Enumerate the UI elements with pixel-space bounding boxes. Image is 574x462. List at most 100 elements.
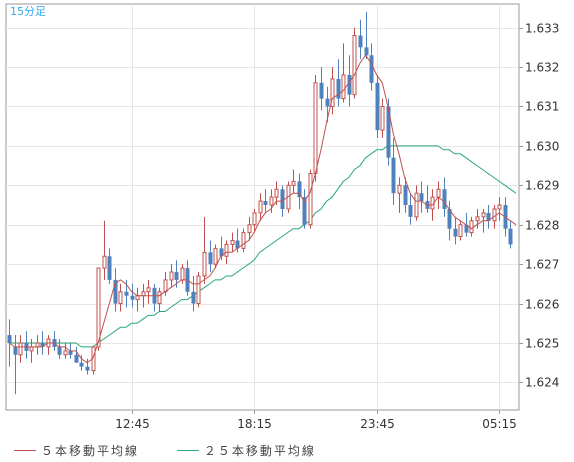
x-tick-label: 18:15	[237, 417, 272, 431]
ma5-layer	[8, 54, 517, 364]
candle-body-up	[35, 342, 40, 348]
candle-body-down	[174, 272, 179, 280]
legend: ５本移動平均線 ２５本移動平均線	[14, 440, 350, 459]
y-tick-label: 1.625	[525, 337, 559, 351]
candle-body-down	[52, 339, 57, 347]
candle-body-up	[163, 279, 168, 293]
candle-body-up	[475, 216, 480, 222]
x-tick-label: 23:45	[360, 417, 395, 431]
y-tick-label: 1.627	[525, 258, 559, 272]
candle-body-up	[458, 224, 463, 238]
y-tick-label: 1.626	[525, 298, 559, 312]
ma25-line	[9, 145, 517, 348]
legend-swatch-ma25	[176, 450, 199, 451]
candle-body-down	[364, 47, 369, 56]
candle-body-down	[191, 291, 196, 304]
candle-body-down	[130, 295, 135, 300]
candle-body-up	[224, 243, 229, 257]
candle-body-down	[403, 185, 408, 206]
candle-body-down	[319, 82, 324, 99]
candle-body-down	[235, 240, 240, 249]
candle-body-down	[347, 74, 352, 95]
candle-body-up	[18, 342, 23, 356]
y-tick-label: 1.628	[525, 219, 559, 233]
candle-body-down	[447, 208, 452, 229]
y-tick-label: 1.631	[525, 100, 559, 114]
candle-body-up	[63, 350, 68, 356]
x-axis: 12:45 18:15 23:45 05:15	[115, 410, 517, 431]
legend-swatch-ma5	[14, 450, 36, 451]
candle-body-up	[269, 196, 274, 206]
candle-body-up	[102, 255, 107, 269]
candle-body-up	[230, 240, 235, 245]
candle-body-down	[302, 197, 307, 225]
candle-body-up	[330, 78, 335, 107]
candle-body-down	[124, 291, 129, 296]
candle-body-up	[252, 212, 257, 226]
grid-lines	[6, 4, 519, 410]
y-tick-label: 1.630	[525, 140, 559, 154]
candle-body-down	[219, 248, 224, 257]
candle-body-down	[13, 346, 18, 355]
candle-body-up	[497, 204, 502, 210]
ma5-line	[8, 54, 517, 364]
candle-body-up	[492, 208, 497, 222]
candle-body-down	[107, 256, 112, 280]
candle-body-up	[196, 275, 201, 305]
candle-body-up	[241, 232, 246, 249]
candle-body-up	[258, 200, 263, 214]
candle-body-up	[96, 267, 101, 348]
candles-layer	[7, 11, 513, 395]
candle-body-down	[79, 362, 84, 367]
legend-item-ma5: ５本移動平均線	[14, 442, 139, 459]
candle-body-up	[313, 82, 318, 174]
candle-body-down	[85, 366, 90, 371]
candle-body-up	[146, 287, 151, 293]
y-axis: 1.633 1.632 1.631 1.630 1.629 1.628 1.627 1.626…	[519, 22, 559, 390]
candle-body-up	[414, 192, 419, 218]
candle-body-up	[213, 247, 218, 265]
candle-body-up	[380, 105, 385, 131]
y-tick-label: 1.624	[525, 376, 559, 390]
y-tick-label: 1.632	[525, 61, 559, 75]
candle-body-down	[208, 252, 213, 265]
candle-body-down	[464, 224, 469, 233]
candle-body-up	[481, 212, 486, 218]
candle-body-up	[135, 295, 140, 301]
candle-body-down	[442, 189, 447, 209]
candle-body-down	[113, 279, 118, 304]
candle-body-up	[180, 267, 185, 281]
candle-body-down	[74, 354, 79, 363]
candle-body-up	[352, 35, 357, 96]
candle-body-down	[391, 157, 396, 194]
x-tick-label: 05:15	[482, 417, 517, 431]
y-tick-label: 1.633	[525, 22, 559, 36]
candle-body-up	[157, 291, 162, 305]
candle-body-up	[291, 180, 296, 186]
candle-body-down	[40, 342, 45, 347]
candle-body-down	[57, 346, 62, 355]
candle-body-up	[141, 291, 146, 297]
candle-body-down	[336, 78, 341, 99]
candle-body-up	[29, 346, 34, 352]
candle-body-down	[508, 228, 513, 245]
y-tick-label: 1.629	[525, 179, 559, 193]
candle-body-down	[386, 106, 391, 158]
candle-body-down	[408, 205, 413, 217]
candle-body-up	[308, 172, 313, 226]
candle-body-up	[341, 74, 346, 100]
candle-body-down	[280, 189, 285, 209]
candle-body-down	[453, 228, 458, 237]
candle-body-up	[436, 188, 441, 198]
legend-label-ma25: ２５本移動平均線	[203, 444, 316, 458]
candle-body-down	[358, 35, 363, 48]
ma25-layer	[9, 145, 517, 348]
candle-body-down	[375, 82, 380, 131]
candle-body-up	[274, 188, 279, 198]
candle-body-down	[369, 55, 374, 83]
candle-body-up	[247, 224, 252, 234]
candle-body-up	[169, 271, 174, 281]
candle-body-down	[7, 335, 12, 343]
